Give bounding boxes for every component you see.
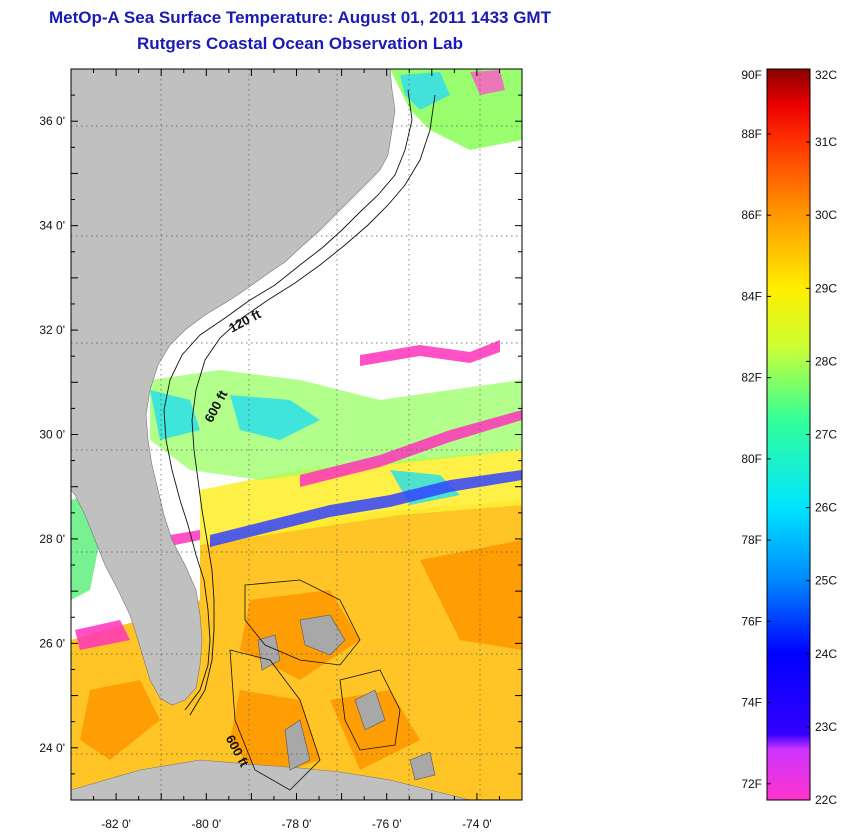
- map-grid: [71, 69, 522, 800]
- colorbar-scale: 32C 31C 30C 29C 28C 27C 26C 25C 24C 23C 22C 90F 88F 8…: [741, 68, 837, 807]
- lon-tick-label: -80 0': [191, 817, 221, 831]
- map-subtitle: Rutgers Coastal Ocean Observation Lab: [137, 34, 463, 53]
- bathymetry-contour-bahamas: [229, 579, 401, 791]
- celsius-tick-label: 32C: [815, 68, 837, 82]
- lat-tick-label: 34 0': [39, 219, 65, 233]
- fahrenheit-tick-label: 86F: [741, 208, 762, 222]
- lon-tick-label: -82 0': [101, 817, 131, 831]
- map-plot-area: [71, 69, 522, 800]
- colorbar: [766, 68, 811, 801]
- celsius-tick-label: 24C: [815, 647, 837, 661]
- celsius-tick-label: 22C: [815, 793, 837, 807]
- lat-tick-label: 24 0': [39, 741, 65, 755]
- celsius-tick-label: 28C: [815, 354, 837, 368]
- celsius-tick-label: 31C: [815, 135, 837, 149]
- lat-tick-label: 28 0': [39, 532, 65, 546]
- celsius-tick-label: 23C: [815, 720, 837, 734]
- fahrenheit-tick-label: 90F: [741, 68, 762, 82]
- celsius-tick-label: 27C: [815, 428, 837, 442]
- celsius-tick-label: 26C: [815, 501, 837, 515]
- land-bahamas: [257, 614, 436, 781]
- land-cuba: [71, 759, 471, 800]
- lon-tick-label: -78 0': [282, 817, 312, 831]
- map-title: MetOp-A Sea Surface Temperature: August …: [49, 8, 551, 27]
- fahrenheit-tick-label: 84F: [741, 289, 762, 303]
- lon-tick-label: -74 0': [462, 817, 492, 831]
- fahrenheit-tick-label: 76F: [741, 614, 762, 628]
- bathymetry-contour-600ft: [189, 94, 436, 716]
- map-axes: -82 0' -80 0' -78 0' -76 0' -74 0' 36 0' 34 0'…: [39, 68, 523, 831]
- fahrenheit-tick-label: 88F: [741, 127, 762, 141]
- lat-tick-label: 36 0': [39, 114, 65, 128]
- fahrenheit-tick-label: 78F: [741, 533, 762, 547]
- sst-blue-streak: [210, 470, 522, 547]
- lat-tick-label: 26 0': [39, 636, 65, 650]
- lon-tick-label: -76 0': [372, 817, 402, 831]
- fahrenheit-tick-label: 80F: [741, 452, 762, 466]
- sst-blue-northeast: [400, 72, 450, 110]
- celsius-tick-label: 29C: [815, 281, 837, 295]
- sst-pink-northeast: [470, 70, 505, 95]
- fahrenheit-tick-label: 82F: [741, 371, 762, 385]
- fahrenheit-tick-label: 72F: [741, 777, 762, 791]
- land-us-southeast: [71, 69, 396, 706]
- lat-tick-label: 30 0': [39, 428, 65, 442]
- lat-tick-label: 32 0': [39, 323, 65, 337]
- celsius-tick-label: 30C: [815, 208, 837, 222]
- celsius-tick-label: 25C: [815, 574, 837, 588]
- fahrenheit-tick-label: 74F: [741, 696, 762, 710]
- bathymetry-contour-120ft: [163, 89, 413, 711]
